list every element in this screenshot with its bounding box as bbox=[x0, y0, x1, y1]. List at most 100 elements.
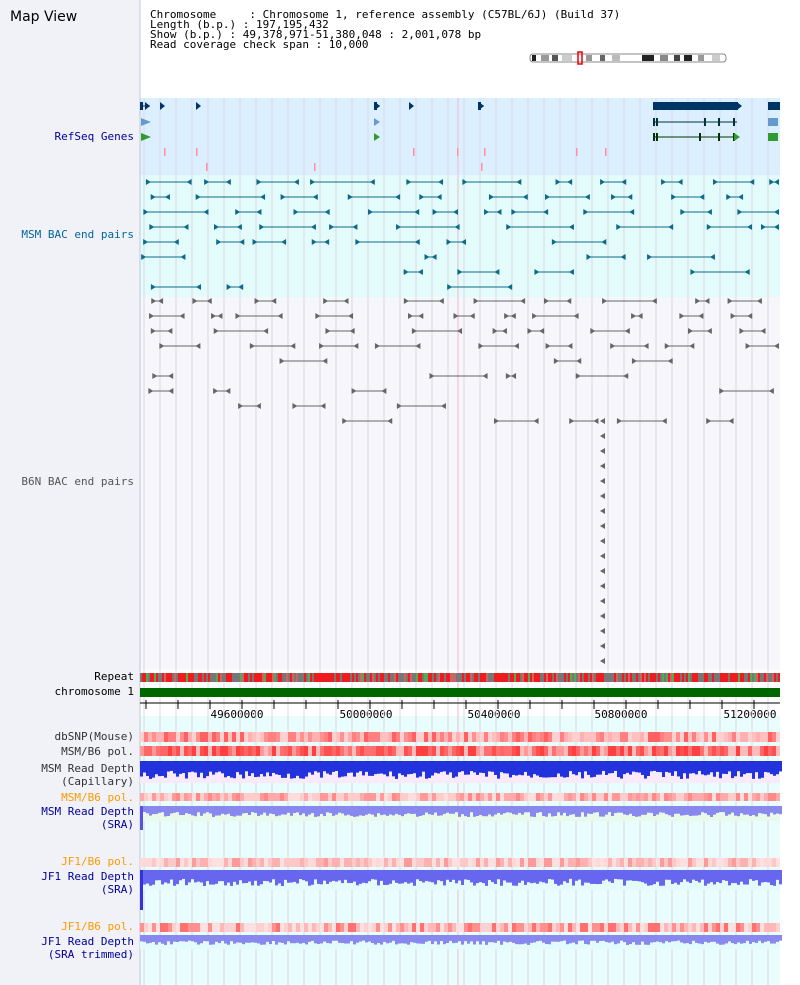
polymorphism-cell bbox=[548, 793, 552, 801]
read-depth-bar bbox=[302, 806, 305, 814]
read-depth-bar bbox=[239, 761, 242, 775]
repeat-segment bbox=[354, 673, 356, 682]
read-depth-bar bbox=[485, 870, 488, 886]
polymorphism-cell bbox=[568, 793, 572, 801]
polymorphism-cell bbox=[584, 746, 588, 756]
read-depth-bar bbox=[743, 761, 746, 775]
read-depth-bar bbox=[431, 935, 434, 945]
polymorphism-cell bbox=[400, 858, 404, 867]
read-depth-bar bbox=[656, 761, 659, 772]
read-depth-bar bbox=[236, 806, 239, 816]
read-depth-bar bbox=[296, 935, 299, 943]
polymorphism-cell bbox=[744, 732, 748, 742]
read-depth-bar bbox=[674, 935, 677, 942]
read-depth-bar bbox=[290, 761, 293, 779]
polymorphism-cell bbox=[240, 793, 244, 801]
polymorphism-cell bbox=[412, 732, 416, 742]
polymorphism-cell bbox=[480, 858, 484, 867]
polymorphism-cell bbox=[376, 746, 380, 756]
polymorphism-cell bbox=[264, 923, 268, 932]
bac-end bbox=[203, 209, 209, 215]
polymorphism-cell bbox=[288, 732, 292, 742]
read-depth-bar bbox=[656, 806, 659, 815]
msm-b6-pol-label-2: MSM/B6 pol. bbox=[61, 791, 134, 804]
read-depth-bar bbox=[623, 806, 626, 815]
polymorphism-cell bbox=[332, 746, 336, 756]
polymorphism-cell bbox=[228, 793, 232, 801]
read-depth-bar bbox=[419, 870, 422, 882]
read-depth-bar bbox=[722, 870, 725, 881]
polymorphism-cell bbox=[372, 793, 376, 801]
read-depth-bar bbox=[434, 806, 437, 813]
read-depth-bar bbox=[728, 806, 731, 815]
read-depth-bar bbox=[752, 761, 755, 779]
read-depth-bar bbox=[617, 806, 620, 813]
read-depth-bar bbox=[587, 806, 590, 814]
polymorphism-cell bbox=[316, 793, 320, 801]
show-line: Show (b.p.) : 49,378,971-51,380,048 : 2,… bbox=[150, 28, 482, 41]
read-depth-bar bbox=[596, 870, 599, 885]
polymorphism-cell bbox=[160, 923, 164, 932]
polymorphism-cell bbox=[696, 858, 700, 867]
read-depth-bar bbox=[437, 806, 440, 816]
polymorphism-cell bbox=[364, 793, 368, 801]
repeat-segment bbox=[654, 673, 656, 682]
read-depth-bar bbox=[530, 806, 533, 817]
read-depth-bar bbox=[200, 870, 203, 883]
read-depth-bar bbox=[524, 806, 527, 813]
polymorphism-cell bbox=[452, 793, 456, 801]
repeat-segment bbox=[440, 673, 442, 682]
polymorphism-cell bbox=[520, 858, 524, 867]
repeat-segment bbox=[182, 673, 184, 682]
read-depth-bar bbox=[596, 806, 599, 813]
polymorphism-cell bbox=[580, 746, 584, 756]
read-depth-bar bbox=[506, 806, 509, 813]
polymorphism-cell bbox=[208, 793, 212, 801]
repeat-segment bbox=[662, 673, 664, 682]
read-depth-bar bbox=[731, 806, 734, 813]
polymorphism-cell bbox=[668, 732, 672, 742]
read-depth-bar bbox=[722, 935, 725, 945]
read-depth-bar bbox=[500, 935, 503, 945]
polymorphism-cell bbox=[180, 746, 184, 756]
repeat-segment bbox=[438, 673, 440, 682]
read-depth-bar bbox=[626, 761, 629, 773]
b6n-bac-label[interactable]: B6N BAC end pairs bbox=[21, 475, 134, 488]
repeat-segment bbox=[502, 673, 504, 682]
read-depth-bar bbox=[401, 806, 404, 817]
polymorphism-cell bbox=[776, 923, 780, 932]
polymorphism-cell bbox=[700, 923, 704, 932]
repeat-segment bbox=[360, 673, 362, 682]
polymorphism-cell bbox=[420, 746, 424, 756]
read-depth-bar bbox=[518, 806, 521, 813]
read-depth-bar bbox=[614, 870, 617, 879]
read-depth-bar bbox=[389, 806, 392, 815]
read-depth-bar bbox=[212, 935, 215, 945]
repeat-segment bbox=[670, 673, 672, 682]
read-depth-bar bbox=[734, 761, 737, 777]
read-depth-bar bbox=[167, 870, 170, 884]
refseq-genes-label[interactable]: RefSeq Genes bbox=[54, 130, 134, 143]
read-depth-bar bbox=[503, 761, 506, 774]
polymorphism-cell bbox=[288, 793, 292, 801]
read-depth-bar bbox=[422, 870, 425, 883]
read-depth-bar bbox=[581, 806, 584, 813]
repeat-segment bbox=[634, 673, 636, 682]
polymorphism-cell bbox=[504, 732, 508, 742]
repeat-segment bbox=[310, 673, 312, 682]
read-depth-bar bbox=[326, 870, 329, 884]
read-depth-bar bbox=[467, 870, 470, 880]
polymorphism-cell bbox=[668, 923, 672, 932]
read-depth-bar bbox=[491, 761, 494, 772]
bac-end bbox=[484, 209, 490, 215]
polymorphism-cell bbox=[196, 923, 200, 932]
polymorphism-cell bbox=[204, 793, 208, 801]
read-depth-bar bbox=[590, 806, 593, 815]
polymorphism-cell bbox=[244, 858, 248, 867]
repeat-segment bbox=[772, 673, 774, 682]
polymorphism-cell bbox=[500, 793, 504, 801]
msm-bac-label[interactable]: MSM BAC end pairs bbox=[21, 228, 134, 241]
polymorphism-cell bbox=[220, 746, 224, 756]
polymorphism-cell bbox=[696, 746, 700, 756]
